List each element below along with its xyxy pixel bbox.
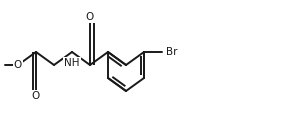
Text: Br: Br bbox=[166, 47, 178, 57]
Text: NH: NH bbox=[64, 58, 80, 68]
Text: O: O bbox=[86, 12, 94, 22]
Text: O: O bbox=[14, 60, 22, 70]
Text: O: O bbox=[32, 91, 40, 101]
